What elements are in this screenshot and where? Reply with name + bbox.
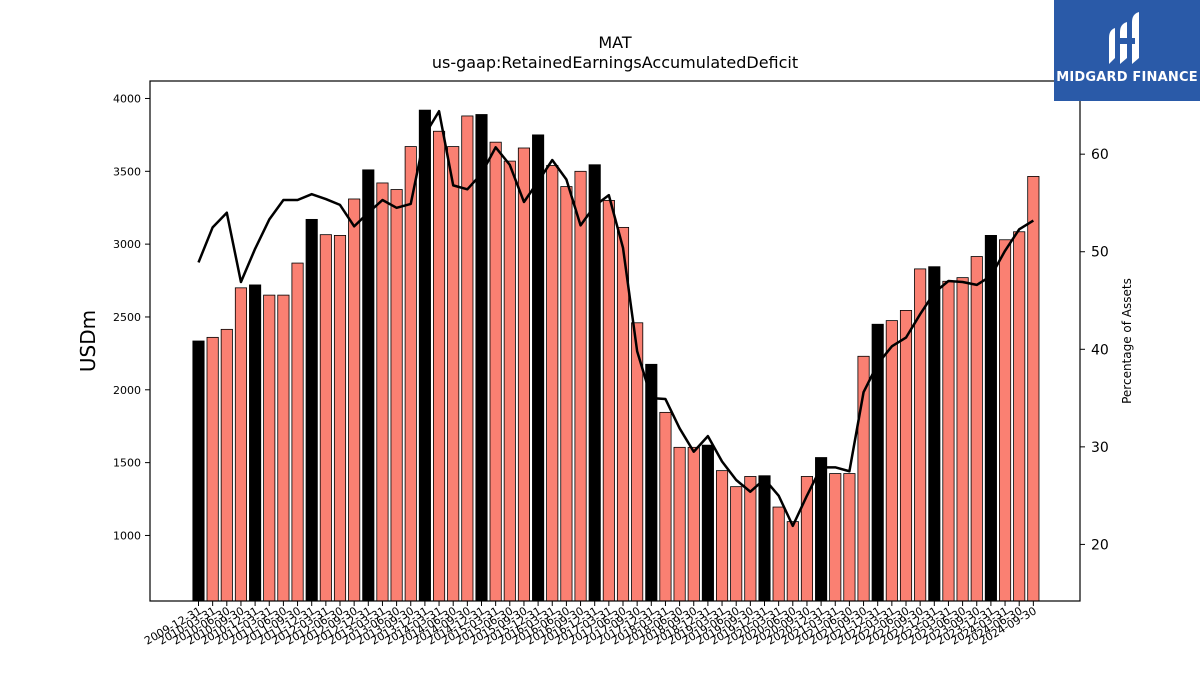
plot-area (149, 80, 1081, 602)
chart-title: MAT (598, 33, 632, 52)
y-tick-label: 1500 (113, 457, 141, 470)
y2-tick-label: 30 (1091, 440, 1109, 456)
bar (319, 234, 332, 602)
y-axis-right: 20 30 40 50 60 (1080, 147, 1109, 553)
y2-tick-label: 50 (1091, 245, 1109, 261)
bar (716, 470, 729, 602)
bar (588, 164, 601, 602)
bar (687, 446, 700, 602)
bar (220, 328, 233, 602)
bar (333, 234, 347, 602)
bar (532, 134, 545, 602)
bar (249, 284, 262, 602)
y2-tick-label: 20 (1091, 537, 1109, 553)
bar (758, 475, 771, 602)
bar (659, 411, 672, 602)
y-tick-label: 4000 (113, 92, 141, 105)
y-tick-label: 1000 (113, 529, 141, 542)
y2-axis-label: Percentage of Assets (1120, 278, 1134, 404)
bar (475, 114, 488, 602)
bar (970, 256, 983, 602)
y-tick-label: 2500 (113, 311, 141, 324)
bar (305, 218, 318, 602)
y-tick-label: 3000 (113, 238, 141, 251)
bar (829, 473, 842, 602)
bar (999, 239, 1012, 602)
bar (885, 320, 898, 602)
y2-tick-label: 40 (1091, 342, 1109, 358)
bar (263, 294, 276, 602)
logo-mark-icon (1109, 12, 1139, 64)
bar (730, 486, 743, 602)
bar (418, 109, 431, 602)
bar (574, 170, 587, 602)
bar (899, 310, 913, 602)
brand-logo: MIDGARD FINANCE (1054, 0, 1200, 101)
bar (362, 169, 375, 602)
y2-tick-label: 60 (1091, 147, 1109, 163)
bar (942, 280, 955, 602)
bar (602, 200, 615, 602)
bar (701, 444, 714, 602)
bar (815, 457, 828, 602)
bar (928, 266, 941, 602)
x-axis: 2009-12-312010-03-312010-06-302010-09-30… (142, 601, 1039, 648)
bar (404, 146, 417, 602)
bar (673, 446, 686, 602)
bar (447, 146, 460, 602)
bar (843, 473, 856, 602)
bar (786, 521, 799, 602)
bar (1027, 176, 1040, 602)
bar (984, 234, 997, 602)
bar (517, 147, 530, 602)
bar (192, 340, 205, 602)
y-tick-label: 2000 (113, 384, 141, 397)
bar (489, 141, 502, 602)
percent-of-assets-line (197, 109, 1035, 528)
bar (1013, 231, 1026, 602)
bar (234, 287, 248, 602)
y-axis-left: 1000 1500 2000 2500 3000 3500 4000 (113, 92, 150, 542)
bar (277, 294, 290, 602)
bar (376, 182, 389, 602)
bar (390, 189, 403, 602)
bar (956, 277, 969, 602)
bar (206, 336, 219, 602)
bar (503, 160, 516, 602)
bar (772, 506, 785, 602)
bar (546, 165, 559, 602)
bar (744, 476, 757, 602)
bar (560, 186, 573, 602)
bar (432, 130, 446, 602)
bar (291, 262, 304, 602)
chart-subtitle: us-gaap:RetainedEarningsAccumulatedDefic… (432, 53, 798, 72)
brand-name: MIDGARD FINANCE (1056, 70, 1198, 85)
line-series-layer (197, 109, 1035, 528)
bar (348, 198, 361, 602)
y-tick-label: 3500 (113, 165, 141, 178)
y-axis-label: USDm (76, 310, 100, 372)
bar (645, 363, 658, 602)
bar-series (192, 109, 1040, 602)
